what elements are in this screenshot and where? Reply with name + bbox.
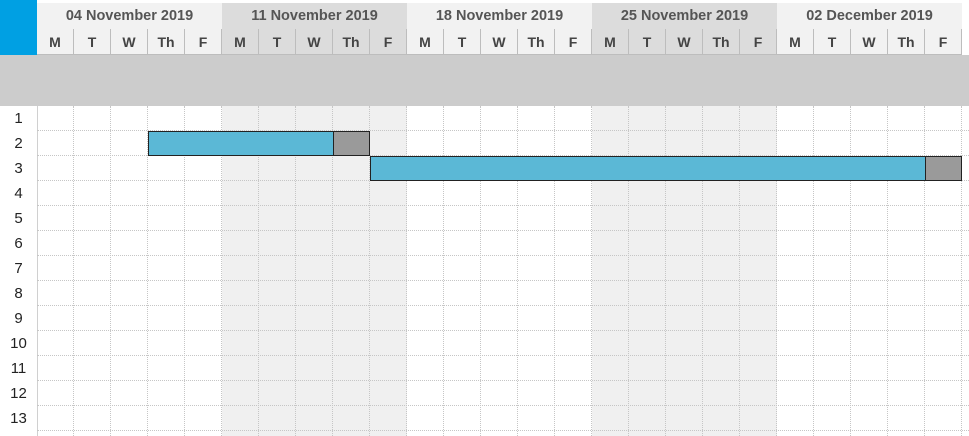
day-header-3-4[interactable]: Th: [518, 29, 555, 55]
row-label[interactable]: 13: [10, 410, 27, 427]
corner-cell[interactable]: [0, 0, 37, 55]
grid-line-vertical: [369, 106, 370, 436]
row-label[interactable]: 12: [10, 385, 27, 402]
row-label[interactable]: 2: [14, 135, 23, 152]
day-header-5-1[interactable]: M: [777, 29, 814, 55]
row-label[interactable]: 3: [14, 160, 23, 177]
task-bar-2[interactable]: [370, 156, 926, 181]
day-header-1-3[interactable]: W: [111, 29, 148, 55]
week-header-1[interactable]: 04 November 2019: [37, 3, 222, 29]
day-header-1-5[interactable]: F: [185, 29, 222, 55]
day-header-2-5[interactable]: F: [370, 29, 407, 55]
row-label[interactable]: 10: [10, 335, 27, 352]
grid-line-horizontal: [37, 230, 969, 231]
grid-line-vertical: [813, 106, 814, 436]
day-header-4-1[interactable]: M: [592, 29, 629, 55]
grid-line-vertical: [406, 106, 407, 436]
day-header-4-4[interactable]: Th: [703, 29, 740, 55]
grid-line-vertical: [776, 106, 777, 436]
day-header-5-3[interactable]: W: [851, 29, 888, 55]
grid-line-vertical: [295, 106, 296, 436]
grid-line-vertical: [591, 106, 592, 436]
task-bar-tail-1[interactable]: [333, 131, 370, 156]
day-header-1-1[interactable]: M: [37, 29, 74, 55]
day-header-3-1[interactable]: M: [407, 29, 444, 55]
grid-line-vertical: [258, 106, 259, 436]
day-header-1-2[interactable]: T: [74, 29, 111, 55]
week-header-4[interactable]: 25 November 2019: [592, 3, 777, 29]
row-label[interactable]: 7: [14, 260, 23, 277]
row-label[interactable]: 1: [14, 110, 23, 127]
grid-line-horizontal: [37, 305, 969, 306]
grid-line-vertical: [184, 106, 185, 436]
row-label[interactable]: 9: [14, 310, 23, 327]
day-header-2-1[interactable]: M: [222, 29, 259, 55]
day-header-4-2[interactable]: T: [629, 29, 666, 55]
grid-line-horizontal: [37, 155, 969, 156]
day-header-4-3[interactable]: W: [666, 29, 703, 55]
day-header-3-3[interactable]: W: [481, 29, 518, 55]
grid-line-horizontal: [37, 355, 969, 356]
row-label[interactable]: 4: [14, 185, 23, 202]
row-label[interactable]: 8: [14, 285, 23, 302]
task-bar-tail-2[interactable]: [925, 156, 962, 181]
grid-line-vertical: [924, 106, 925, 436]
day-header-1-4[interactable]: Th: [148, 29, 185, 55]
grid-line-vertical: [665, 106, 666, 436]
row-label[interactable]: 6: [14, 235, 23, 252]
week-header-3[interactable]: 18 November 2019: [407, 3, 592, 29]
day-header-3-5[interactable]: F: [555, 29, 592, 55]
grid-line-vertical: [110, 106, 111, 436]
task-bar-1[interactable]: [148, 131, 334, 156]
grid-line-vertical: [443, 106, 444, 436]
day-header-4-5[interactable]: F: [740, 29, 777, 55]
grid-line-horizontal: [37, 430, 969, 431]
day-header-5-5[interactable]: F: [925, 29, 962, 55]
grid-line-vertical: [147, 106, 148, 436]
grid-line-vertical: [332, 106, 333, 436]
grid-line-vertical: [961, 106, 962, 436]
grid-line-horizontal: [37, 255, 969, 256]
row-label[interactable]: 5: [14, 210, 23, 227]
grid-line-vertical: [554, 106, 555, 436]
grid-line-vertical: [517, 106, 518, 436]
day-header-2-2[interactable]: T: [259, 29, 296, 55]
row-label-separator: [37, 106, 38, 436]
grid-line-vertical: [739, 106, 740, 436]
grid-line-vertical: [887, 106, 888, 436]
grid-line-horizontal: [37, 205, 969, 206]
grid-line-horizontal: [37, 280, 969, 281]
header-band-left: [0, 55, 37, 106]
grid-line-horizontal: [37, 405, 969, 406]
day-header-3-2[interactable]: T: [444, 29, 481, 55]
grid-line-vertical: [221, 106, 222, 436]
header-band: [37, 55, 969, 106]
grid-line-horizontal: [37, 380, 969, 381]
day-header-5-2[interactable]: T: [814, 29, 851, 55]
grid-line-horizontal: [37, 130, 969, 131]
week-header-5[interactable]: 02 December 2019: [777, 3, 962, 29]
grid-line-vertical: [628, 106, 629, 436]
grid-line-horizontal: [37, 330, 969, 331]
week-header-2[interactable]: 11 November 2019: [222, 3, 407, 29]
grid-line-vertical: [850, 106, 851, 436]
row-label[interactable]: 11: [10, 360, 27, 377]
grid-line-vertical: [73, 106, 74, 436]
day-header-2-4[interactable]: Th: [333, 29, 370, 55]
grid-line-vertical: [480, 106, 481, 436]
grid-line-vertical: [702, 106, 703, 436]
day-header-2-3[interactable]: W: [296, 29, 333, 55]
day-header-5-4[interactable]: Th: [888, 29, 925, 55]
